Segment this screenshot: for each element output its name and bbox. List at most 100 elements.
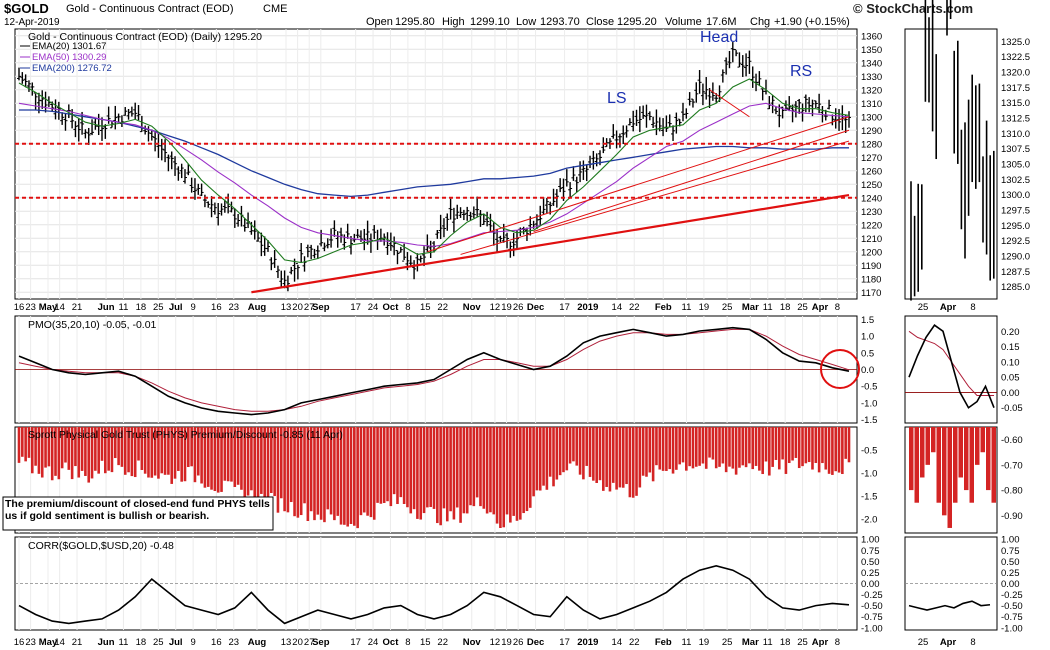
phys-bar xyxy=(319,427,323,520)
annotation-head: Head xyxy=(700,29,738,46)
phys-zoom-bar xyxy=(953,427,958,503)
price-x-tick-label: 25 xyxy=(797,302,808,313)
phys-bar xyxy=(386,427,389,502)
price-x-tick-label: 19 xyxy=(699,302,710,313)
phys-bar xyxy=(180,427,183,482)
zoom-y-tick-label: 1292.5 xyxy=(1001,236,1030,247)
corr-zoom-y-tick-label: 0.25 xyxy=(1001,568,1020,579)
phys-bar xyxy=(804,427,808,464)
price-x-tick-label: 26 xyxy=(513,302,524,313)
ema20-line xyxy=(18,78,850,264)
phys-bar xyxy=(216,427,220,493)
price-x-tick-label: 9 xyxy=(190,302,195,313)
phys-bar xyxy=(811,427,814,470)
phys-bar xyxy=(761,427,764,475)
phys-bar xyxy=(777,427,781,470)
phys-bar xyxy=(64,427,67,463)
corr-x-tick-label: 22 xyxy=(437,637,448,648)
phys-bar xyxy=(605,427,608,487)
phys-bar xyxy=(522,427,525,514)
phys-y-tick-label: -1.5 xyxy=(861,492,877,503)
corr-x-tick-label: 8 xyxy=(405,637,410,648)
phys-zoom-bar xyxy=(931,427,936,453)
phys-bar xyxy=(538,427,542,491)
corr-x-tick-label: May xyxy=(39,637,58,648)
phys-bar xyxy=(97,427,100,474)
phys-bar xyxy=(774,427,778,460)
phys-bar xyxy=(362,427,366,513)
annotation-rs: RS xyxy=(790,63,812,80)
phys-bar xyxy=(741,427,745,466)
phys-bar xyxy=(206,427,210,487)
chart-header: $GOLD Gold - Continuous Contract (EOD) C… xyxy=(4,1,973,28)
corr-x-tick-label: Sep xyxy=(312,637,330,648)
corr-y-tick-label: 0.00 xyxy=(861,579,880,590)
phys-bar xyxy=(100,427,104,461)
phys-bar xyxy=(349,427,353,524)
phys-bar xyxy=(651,427,655,482)
phys-bar xyxy=(372,427,376,520)
corr-x-tick-label: 12 xyxy=(490,637,501,648)
pmo-y-tick-label: -1.0 xyxy=(861,398,877,409)
phys-bar xyxy=(389,427,393,507)
pmo-signal-line xyxy=(18,328,850,412)
price-x-tick-label: Feb xyxy=(655,302,672,313)
phys-bar xyxy=(376,427,379,503)
phys-bar xyxy=(80,427,84,471)
corr-zoom-y-tick-label: -0.50 xyxy=(1001,601,1023,612)
phys-bar xyxy=(137,427,140,461)
phys-bar xyxy=(402,427,406,504)
phys-bar xyxy=(196,427,200,476)
corr-zoom-line xyxy=(908,600,991,611)
corr-y-tick-label: -1.00 xyxy=(861,623,883,634)
price-y-tick-label: 1270 xyxy=(861,153,882,164)
rising-trendline xyxy=(251,193,850,294)
phys-bar xyxy=(333,427,336,521)
pmo-y-tick-label: -1.5 xyxy=(861,415,877,426)
zoom-y-tick-label: 1322.5 xyxy=(1001,52,1030,63)
corr-x-tick-label: 2019 xyxy=(577,637,598,648)
phys-bar xyxy=(323,427,326,523)
phys-bar xyxy=(602,427,605,491)
corr-x-tick-label: 19 xyxy=(699,637,710,648)
pmo-zoom-y-tick-label: -0.05 xyxy=(1001,403,1023,414)
phys-bar xyxy=(625,427,628,485)
phys-bar xyxy=(412,427,416,510)
phys-bar xyxy=(406,427,409,508)
corr-x-tick-label: 23 xyxy=(25,637,36,648)
phys-bar xyxy=(266,427,270,508)
corr-x-tick-label: 13 xyxy=(281,637,292,648)
phys-zoom-bar xyxy=(986,427,991,491)
corr-x-tick-label: 18 xyxy=(136,637,147,648)
price-y-tick-label: 1350 xyxy=(861,45,882,56)
zoom-y-tick-label: 1295.0 xyxy=(1001,221,1030,232)
corr-line xyxy=(18,564,850,625)
phys-y-tick-label: -2.0 xyxy=(861,515,877,526)
price-x-tick-label: 19 xyxy=(501,302,512,313)
price-x-tick-label: 24 xyxy=(368,302,379,313)
zoom-y-tick-label: 1307.5 xyxy=(1001,144,1030,155)
phys-bar xyxy=(359,427,363,516)
phys-bar xyxy=(382,427,386,503)
ema200-legend: EMA(200) 1276.72 xyxy=(32,63,112,74)
phys-bar xyxy=(50,427,54,481)
phys-bar xyxy=(74,427,77,467)
phys-bar xyxy=(465,427,469,514)
corr-x-tick-label: 26 xyxy=(513,637,524,648)
pmo-zoom-line xyxy=(908,324,995,409)
phys-bar xyxy=(253,427,257,503)
close-value: 1295.20 xyxy=(617,16,657,28)
corr-x-tick-label: 22 xyxy=(629,637,640,648)
ema-legend: EMA(20) 1301.67 EMA(50) 1300.29 EMA(200)… xyxy=(20,41,112,74)
pmo-y-tick-label: 0.0 xyxy=(861,365,874,376)
phys-bar xyxy=(309,427,313,512)
phys-bar xyxy=(628,427,632,498)
phys-bar xyxy=(701,427,705,464)
phys-bar xyxy=(801,427,804,467)
phys-bar xyxy=(844,427,847,459)
neckline xyxy=(427,116,850,253)
phys-zoom-bar xyxy=(975,427,980,465)
phys-zoom-bar xyxy=(980,427,985,453)
phys-bar xyxy=(611,427,615,483)
price-x-tick-label: 23 xyxy=(228,302,239,313)
